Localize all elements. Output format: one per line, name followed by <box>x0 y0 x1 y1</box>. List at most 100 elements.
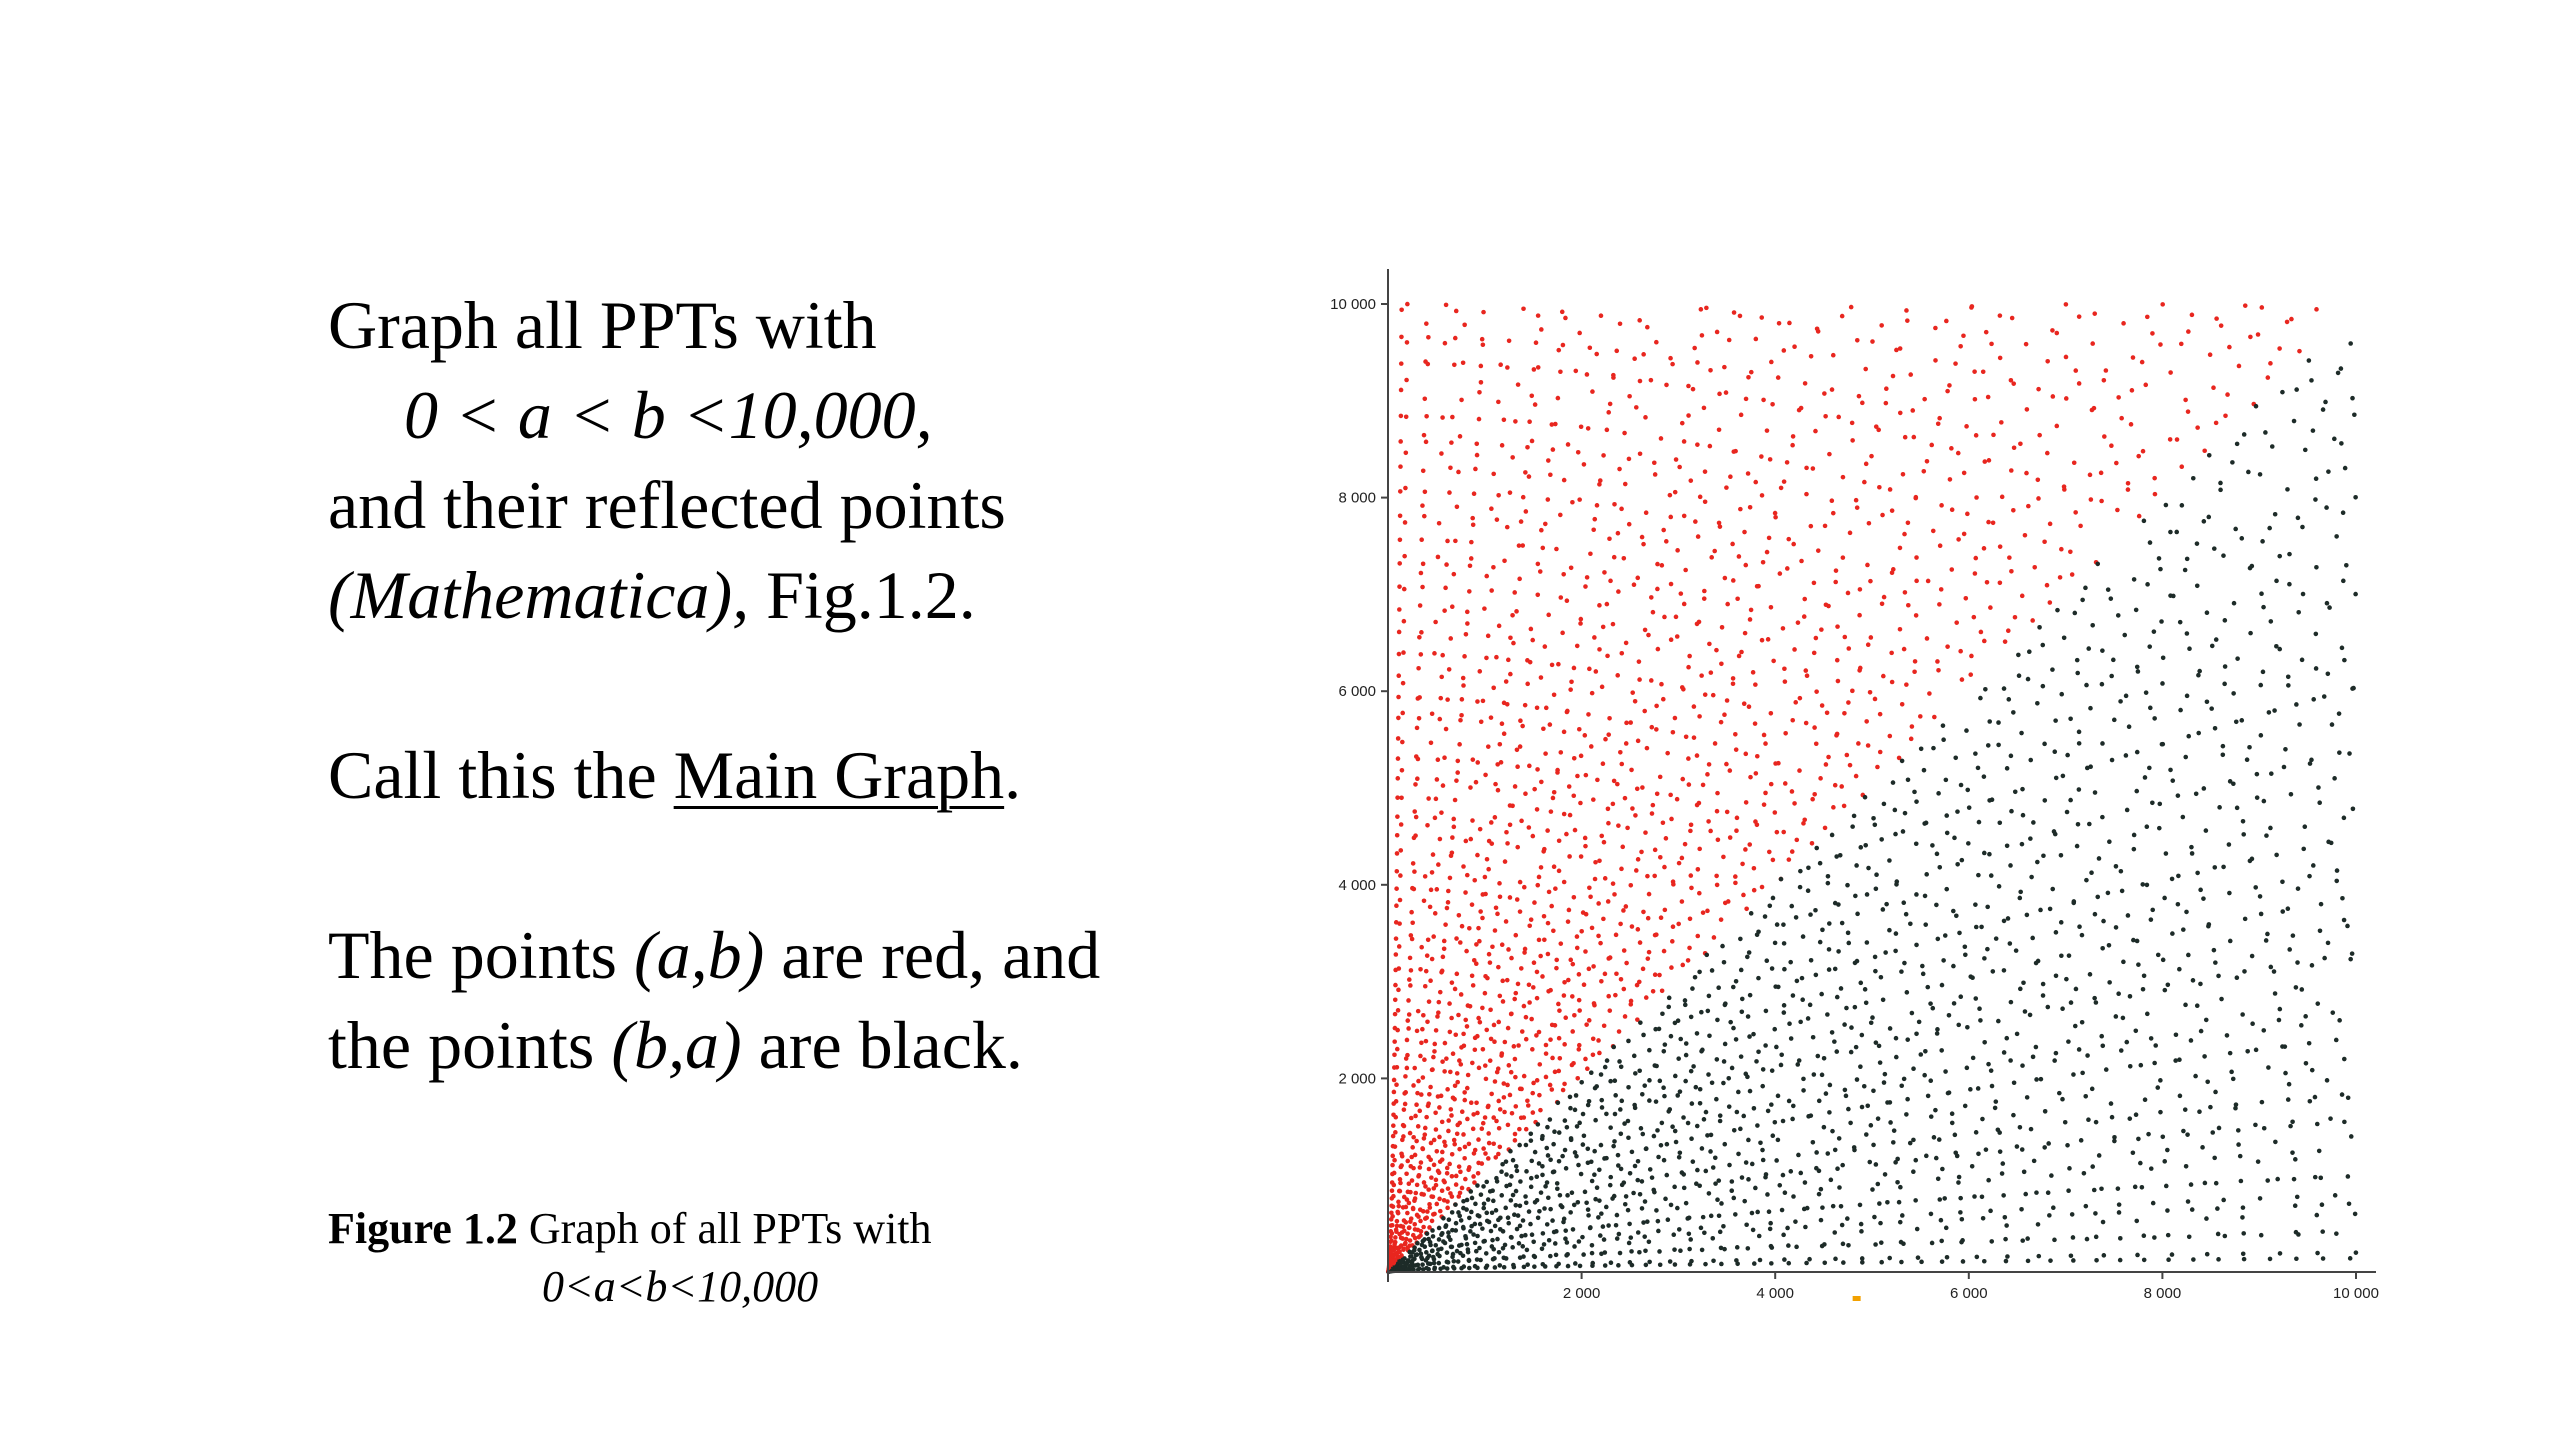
red-point <box>1431 1054 1436 1060</box>
red-point <box>1414 1138 1419 1144</box>
black-point <box>1747 992 1753 998</box>
black-point <box>2324 1078 2330 1083</box>
red-point <box>1686 383 1691 389</box>
black-point <box>2309 757 2314 763</box>
black-point <box>1440 1230 1445 1236</box>
black-point <box>2286 683 2291 688</box>
black-point <box>1646 1239 1652 1245</box>
red-point <box>1442 755 1447 761</box>
red-point <box>1443 302 1449 308</box>
red-point <box>1496 623 1502 629</box>
red-point <box>1437 1134 1442 1140</box>
red-point <box>1514 609 1519 614</box>
black-point <box>1914 942 1919 948</box>
black-point <box>1592 1172 1597 1178</box>
red-point <box>1435 757 1441 763</box>
black-point <box>1899 1083 1905 1089</box>
black-point <box>2189 1207 2195 1212</box>
red-point <box>1635 575 1641 581</box>
red-point <box>1523 791 1528 797</box>
black-point <box>1755 1123 1760 1128</box>
black-point <box>1710 1165 1716 1170</box>
red-point <box>1597 647 1602 652</box>
red-point <box>1416 716 1422 721</box>
red-point <box>1652 472 1658 477</box>
black-point <box>1601 1237 1607 1242</box>
red-point <box>1724 485 1729 490</box>
red-point <box>1635 857 1641 862</box>
red-point <box>1674 634 1680 639</box>
red-point <box>1743 847 1748 852</box>
black-point <box>1573 1261 1578 1266</box>
black-point <box>1631 1053 1637 1059</box>
black-point <box>2276 1017 2282 1023</box>
red-point <box>1440 652 1445 658</box>
red-point <box>1470 1060 1475 1066</box>
red-point <box>1392 1144 1398 1149</box>
red-point <box>1658 915 1664 921</box>
black-point <box>2258 911 2264 917</box>
red-point <box>1464 609 1470 615</box>
red-point <box>1766 535 1772 541</box>
black-point <box>2066 1039 2071 1044</box>
red-point <box>1668 355 1673 361</box>
red-point <box>2087 472 2093 478</box>
red-point <box>1493 905 1499 911</box>
black-point <box>2047 906 2053 912</box>
black-point <box>1928 1114 1934 1119</box>
black-point <box>1499 1169 1504 1175</box>
red-point <box>1904 682 1909 687</box>
black-point <box>2124 1039 2130 1045</box>
black-point <box>1819 991 1824 997</box>
red-point <box>1543 1051 1549 1056</box>
black-point <box>2309 963 2315 968</box>
black-point <box>2201 786 2207 791</box>
red-point <box>2071 460 2077 466</box>
black-point <box>1645 1219 1650 1224</box>
black-point <box>1745 1014 1751 1019</box>
red-point <box>1486 1140 1492 1146</box>
red-point <box>1781 348 1787 353</box>
black-point <box>2231 600 2237 606</box>
red-point <box>1498 362 1503 367</box>
red-point <box>1694 621 1700 627</box>
red-point <box>1557 1008 1562 1013</box>
red-point <box>1771 658 1776 664</box>
red-point <box>1974 495 1979 500</box>
black-point <box>2020 1238 2026 1243</box>
red-point <box>1914 578 1919 584</box>
red-point <box>1597 858 1602 864</box>
black-point <box>1416 1266 1422 1271</box>
black-point <box>1819 1243 1825 1249</box>
black-point <box>2213 1180 2219 1186</box>
red-point <box>1441 1197 1447 1203</box>
red-point <box>1746 704 1752 709</box>
red-point <box>2213 420 2219 426</box>
red-point <box>1530 637 1536 643</box>
black-point <box>1627 1260 1633 1265</box>
black-point <box>1829 1030 1835 1035</box>
black-point <box>2315 1001 2321 1006</box>
black-point <box>1619 1098 1625 1104</box>
red-point <box>1688 822 1694 828</box>
black-point <box>2020 812 2026 818</box>
black-point <box>2353 495 2358 500</box>
black-point <box>1554 1181 1560 1186</box>
black-point <box>1818 1186 1824 1192</box>
black-point <box>1733 1037 1739 1042</box>
red-point <box>1397 537 1403 543</box>
red-point <box>1774 829 1780 835</box>
black-point <box>1789 903 1795 909</box>
black-point <box>1446 1234 1451 1240</box>
black-point <box>1673 1073 1678 1079</box>
black-point <box>1953 1150 1959 1156</box>
red-point <box>1425 1209 1430 1214</box>
red-point <box>1668 637 1674 643</box>
black-point <box>2208 1104 2213 1110</box>
black-point <box>1744 1222 1749 1228</box>
black-point <box>1791 1103 1796 1109</box>
red-point <box>1973 433 1979 438</box>
black-point <box>1672 1020 1678 1026</box>
black-point <box>2183 1163 2189 1169</box>
red-point <box>1516 543 1522 548</box>
